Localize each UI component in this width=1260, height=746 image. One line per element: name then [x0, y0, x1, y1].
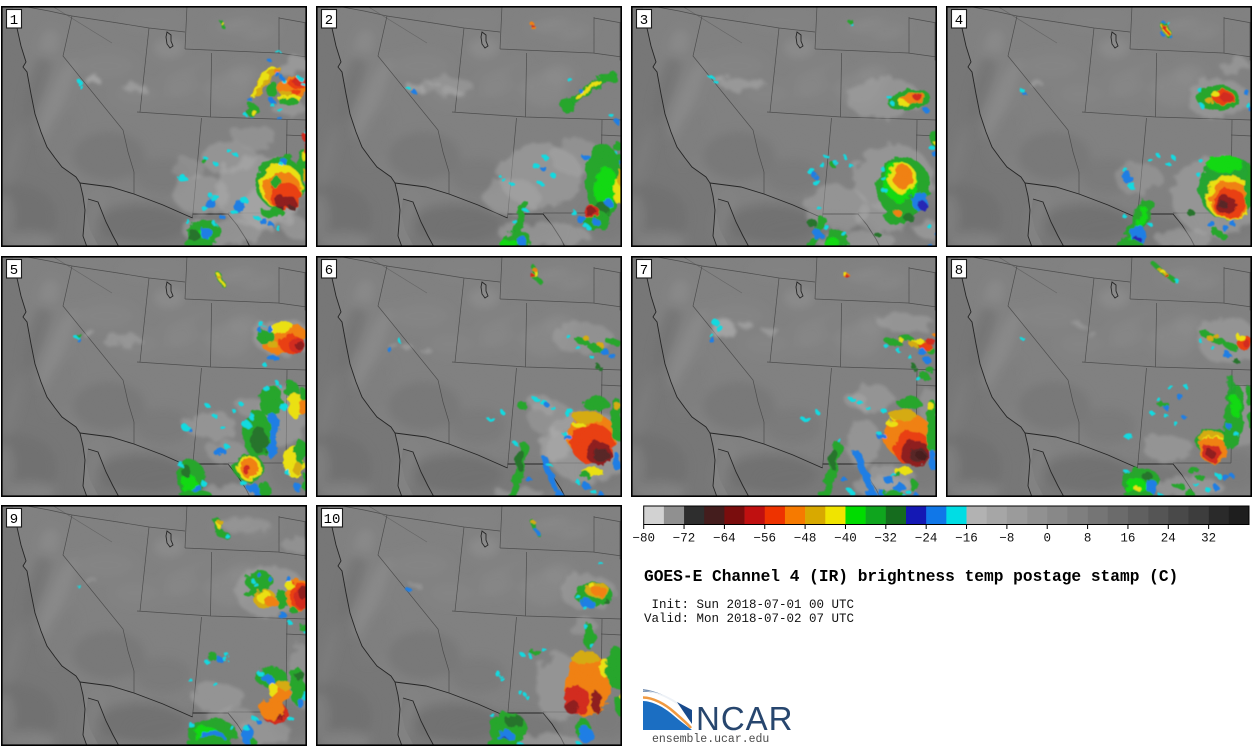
- svg-text:0: 0: [1043, 532, 1051, 546]
- svg-text:−16: −16: [955, 532, 978, 546]
- svg-text:−8: −8: [999, 532, 1014, 546]
- svg-text:2: 2: [324, 13, 332, 29]
- svg-text:24: 24: [1161, 532, 1176, 546]
- svg-text:1: 1: [9, 13, 17, 29]
- svg-text:16: 16: [1120, 532, 1135, 546]
- svg-text:7: 7: [639, 263, 647, 279]
- svg-text:−80: −80: [632, 532, 655, 546]
- svg-text:6: 6: [324, 263, 332, 279]
- svg-text:8: 8: [954, 263, 962, 279]
- svg-text:32: 32: [1201, 532, 1216, 546]
- svg-text:3: 3: [639, 13, 647, 29]
- svg-text:−72: −72: [673, 532, 696, 546]
- svg-text:10: 10: [323, 512, 340, 528]
- svg-text:5: 5: [9, 263, 17, 279]
- svg-text:4: 4: [954, 13, 962, 29]
- svg-text:−24: −24: [915, 532, 938, 546]
- svg-text:−48: −48: [794, 532, 817, 546]
- svg-text:−40: −40: [834, 532, 857, 546]
- svg-text:NCAR: NCAR: [696, 700, 794, 737]
- svg-text:−56: −56: [754, 532, 777, 546]
- svg-text:9: 9: [9, 512, 17, 528]
- svg-text:8: 8: [1084, 532, 1092, 546]
- svg-text:−64: −64: [713, 532, 736, 546]
- svg-text:−32: −32: [875, 532, 898, 546]
